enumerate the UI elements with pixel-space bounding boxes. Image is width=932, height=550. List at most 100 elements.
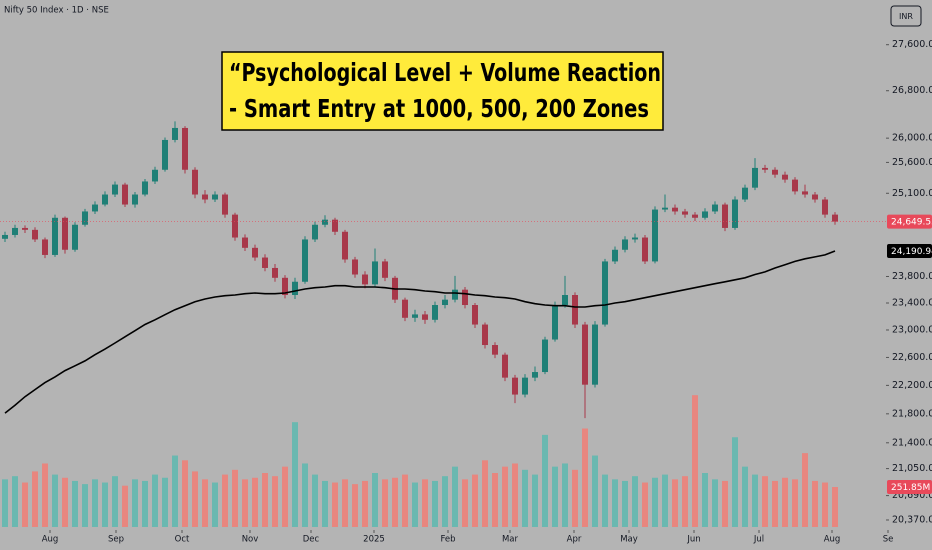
volume-bar — [462, 479, 468, 527]
volume-bar — [162, 477, 168, 527]
candle-body — [62, 217, 68, 250]
candle-body — [132, 194, 138, 205]
candle-body — [332, 219, 338, 232]
volume-bar — [792, 479, 798, 527]
volume-bar — [132, 479, 138, 527]
candle-body — [532, 372, 538, 378]
volume-bar — [432, 480, 438, 527]
volume-bar — [442, 476, 448, 527]
candle-body — [192, 169, 198, 195]
candle-body — [462, 289, 468, 306]
candle-body — [372, 261, 378, 285]
y-tick-label: 21,400.00 — [892, 437, 932, 448]
y-tick-label: 25,600.00 — [892, 157, 932, 168]
x-tick-label: Mar — [502, 535, 519, 545]
volume-bar — [692, 395, 698, 527]
volume-bar — [72, 480, 78, 527]
y-tick-label: 26,800.00 — [892, 85, 932, 96]
x-tick-label: Jul — [753, 535, 764, 545]
y-tick-label: 22,200.00 — [892, 380, 932, 391]
chart-title: Nifty 50 Index · 1D · NSE — [4, 6, 109, 16]
candle-body — [742, 187, 748, 200]
volume-bar — [522, 469, 528, 527]
candle-body — [282, 277, 288, 296]
y-tick-label: 23,800.00 — [892, 271, 932, 282]
candle-body — [762, 167, 768, 170]
volume-bar — [322, 480, 328, 527]
x-tick-label: Apr — [567, 535, 582, 545]
candle-body — [302, 239, 308, 282]
candle-body — [72, 224, 78, 250]
volume-bar — [592, 455, 598, 527]
y-tick-label: 21,050.00 — [892, 463, 932, 474]
last-price-label: 24,649.55 — [891, 218, 932, 228]
candle-body — [642, 237, 648, 262]
ma-value-box — [887, 243, 932, 258]
volume-bar — [492, 473, 498, 527]
candle-body — [212, 194, 218, 200]
candle-body — [272, 267, 278, 278]
candle-body — [52, 217, 58, 255]
candle-body — [412, 314, 418, 318]
volume-bar — [542, 434, 548, 527]
volume-value-label: 251.85M — [891, 483, 930, 493]
candle-body — [432, 305, 438, 320]
candle-body — [682, 211, 688, 215]
candle-body — [362, 274, 368, 285]
volume-bar — [682, 476, 688, 527]
volume-value-box — [887, 480, 932, 495]
candle-body — [572, 295, 578, 325]
volume-bar — [102, 482, 108, 527]
volume-bar — [192, 471, 198, 527]
candle-body — [632, 237, 638, 240]
volume-bar — [62, 477, 68, 527]
volume-bar — [532, 474, 538, 527]
volume-bar — [642, 482, 648, 527]
x-tick-label: Jun — [686, 535, 700, 545]
candle-body — [622, 239, 628, 250]
candle-body — [172, 127, 178, 140]
y-tick-label: 20,690.00 — [892, 490, 932, 501]
x-tick-label: Aug — [824, 535, 841, 545]
volume-bar — [652, 477, 658, 527]
volume-bar — [582, 428, 588, 527]
currency[interactable]: INR — [899, 12, 913, 21]
candle-body — [402, 299, 408, 318]
volume-bar — [702, 473, 708, 527]
candle-body — [692, 214, 698, 218]
candle-body — [112, 184, 118, 195]
candle-body — [222, 194, 228, 215]
y-tick-label: 26,000.00 — [892, 133, 932, 144]
volume-bar — [382, 479, 388, 527]
candle-body — [292, 281, 298, 296]
candle-body — [732, 199, 738, 228]
candle-body — [712, 204, 718, 212]
volume-bar — [482, 460, 488, 527]
x-tick-label: Oct — [175, 535, 190, 545]
volume-bar — [342, 479, 348, 527]
volume-bar — [352, 484, 358, 527]
last-price-box — [887, 214, 932, 229]
annotation-text: - Smart Entry at 1000, 500, 200 Zones — [229, 94, 649, 123]
candle-body — [182, 127, 188, 170]
volume-bar — [722, 480, 728, 527]
y-tick-label: 27,600.00 — [892, 39, 932, 50]
candle-body — [312, 224, 318, 240]
volume-bar — [202, 479, 208, 527]
volume-bar — [92, 479, 98, 527]
candle-body — [792, 179, 798, 192]
currency-box[interactable] — [890, 5, 922, 27]
volume-bar — [372, 473, 378, 527]
volume-bar — [222, 474, 228, 527]
volume-bar — [772, 480, 778, 527]
volume-bar — [82, 484, 88, 527]
candle-body — [602, 261, 608, 325]
candle-body — [162, 139, 168, 170]
volume-bar — [732, 437, 738, 527]
volume-bar — [402, 474, 408, 527]
candle-body — [522, 377, 528, 395]
candle-body — [542, 339, 548, 373]
volume-bar — [252, 477, 258, 527]
